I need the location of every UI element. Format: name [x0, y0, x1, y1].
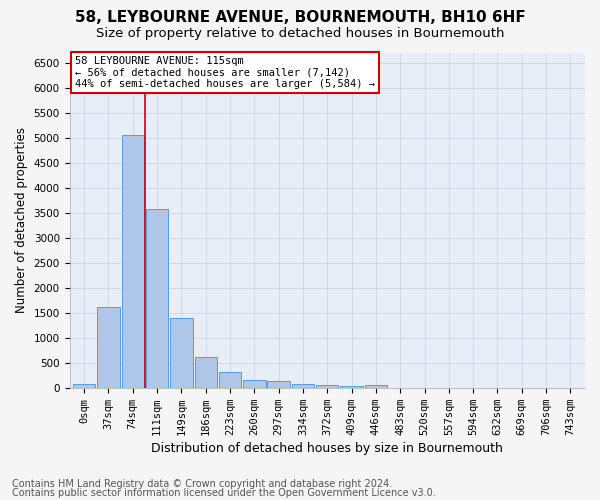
- Text: 58 LEYBOURNE AVENUE: 115sqm
← 56% of detached houses are smaller (7,142)
44% of : 58 LEYBOURNE AVENUE: 115sqm ← 56% of det…: [74, 56, 374, 89]
- Bar: [340, 386, 363, 388]
- Bar: [194, 358, 217, 388]
- Bar: [122, 134, 144, 388]
- Text: Size of property relative to detached houses in Bournemouth: Size of property relative to detached ho…: [96, 28, 504, 40]
- Y-axis label: Number of detached properties: Number of detached properties: [15, 127, 28, 313]
- Bar: [73, 384, 95, 388]
- Text: Contains public sector information licensed under the Open Government Licence v3: Contains public sector information licen…: [12, 488, 436, 498]
- Bar: [316, 386, 338, 388]
- Bar: [97, 307, 119, 388]
- Bar: [146, 208, 168, 388]
- Bar: [292, 384, 314, 388]
- Bar: [365, 385, 387, 388]
- Bar: [268, 382, 290, 388]
- Text: Contains HM Land Registry data © Crown copyright and database right 2024.: Contains HM Land Registry data © Crown c…: [12, 479, 392, 489]
- Bar: [170, 318, 193, 388]
- X-axis label: Distribution of detached houses by size in Bournemouth: Distribution of detached houses by size …: [151, 442, 503, 455]
- Bar: [243, 380, 266, 388]
- Bar: [219, 372, 241, 388]
- Text: 58, LEYBOURNE AVENUE, BOURNEMOUTH, BH10 6HF: 58, LEYBOURNE AVENUE, BOURNEMOUTH, BH10 …: [74, 10, 526, 25]
